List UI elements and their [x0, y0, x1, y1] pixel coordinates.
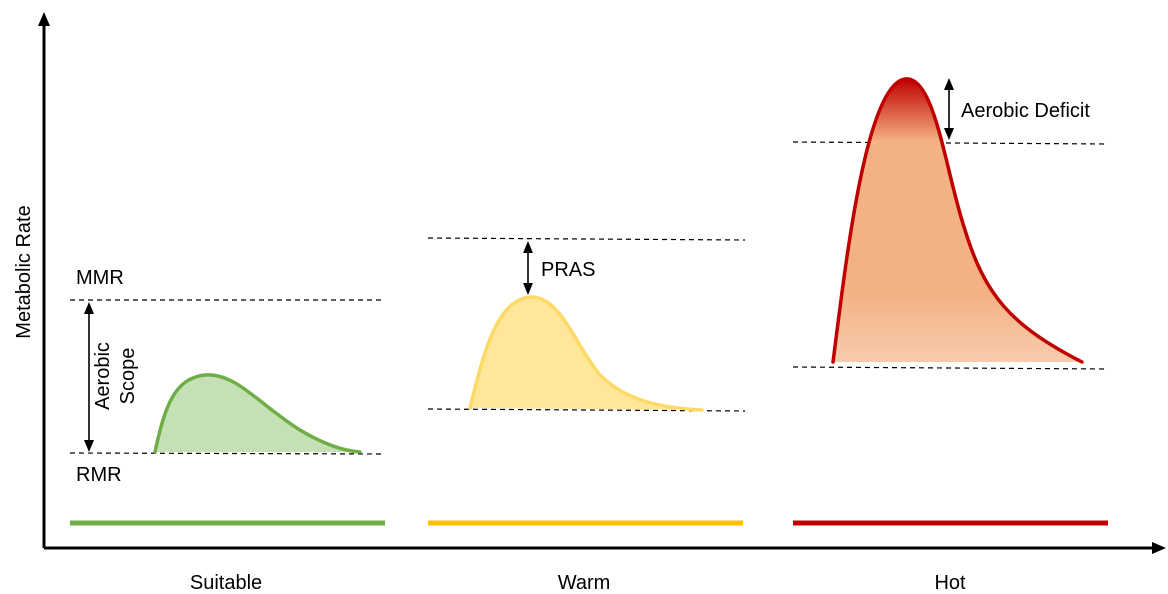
pras-arrowhead-down-icon — [523, 283, 533, 295]
y-axis-arrowhead-icon — [38, 12, 50, 26]
suitable-rmr-line — [69, 452, 386, 455]
hot-curve — [833, 78, 1082, 363]
suitable-label: Suitable — [190, 572, 262, 594]
pras-arrowhead-up-icon — [523, 241, 533, 253]
warm-curve — [470, 296, 702, 410]
rmr-label: RMR — [76, 464, 122, 486]
hot-rmr-line — [792, 366, 1109, 370]
aerobic-scope-arrowhead-down-icon — [84, 440, 94, 452]
x-axis-arrowhead-icon — [1152, 542, 1166, 554]
mmr-label: MMR — [76, 267, 124, 289]
aerobic-deficit-label: Aerobic Deficit — [961, 100, 1090, 122]
warm-mmr-line — [427, 237, 746, 241]
warm-curve-outline — [468, 295, 704, 412]
aerobic-scope-arrowhead-up-icon — [84, 302, 94, 314]
hot-curve-outline — [831, 77, 1084, 364]
hot-mmr-line — [792, 141, 1109, 145]
aerobic-scope-label-line1: Aerobic — [92, 342, 114, 410]
pras-label: PRAS — [541, 259, 595, 281]
suitable-curve — [155, 374, 360, 452]
hot-label: Hot — [934, 572, 966, 594]
aerobic-deficit-arrowhead-up-icon — [944, 78, 954, 90]
aerobic-scope-label-line2: Scope — [117, 348, 139, 405]
aerobic-deficit-arrowhead-down-icon — [944, 128, 954, 140]
suitable-curve-outline — [153, 373, 362, 454]
y-axis-label: Metabolic Rate — [13, 205, 35, 338]
warm-label: Warm — [558, 572, 611, 594]
